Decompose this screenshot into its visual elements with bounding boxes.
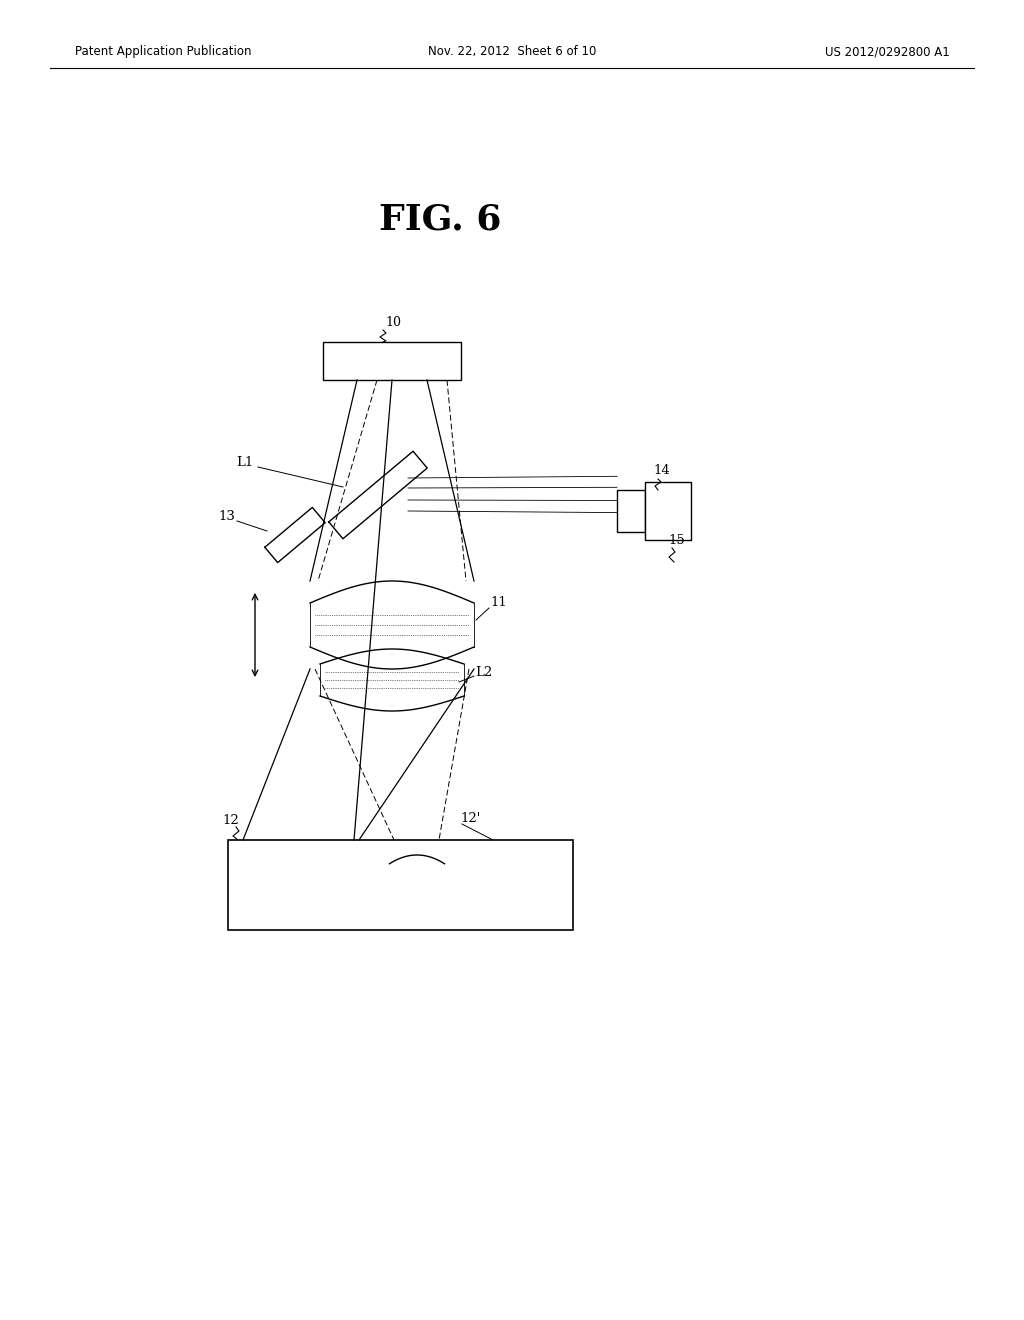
Bar <box>323 342 461 380</box>
Text: 12: 12 <box>222 813 239 826</box>
Text: FIG. 6: FIG. 6 <box>379 203 502 238</box>
Bar <box>228 840 573 931</box>
Text: 10: 10 <box>385 315 401 329</box>
Text: 15: 15 <box>668 533 685 546</box>
Bar <box>617 490 645 532</box>
Text: 12': 12' <box>460 812 480 825</box>
Text: Patent Application Publication: Patent Application Publication <box>75 45 252 58</box>
Text: Nov. 22, 2012  Sheet 6 of 10: Nov. 22, 2012 Sheet 6 of 10 <box>428 45 596 58</box>
Text: 13: 13 <box>218 511 234 524</box>
Bar <box>645 482 691 540</box>
Text: 11: 11 <box>490 595 507 609</box>
Text: L1: L1 <box>236 455 253 469</box>
Text: L2: L2 <box>475 665 493 678</box>
Text: US 2012/0292800 A1: US 2012/0292800 A1 <box>825 45 950 58</box>
Text: 14: 14 <box>653 463 670 477</box>
